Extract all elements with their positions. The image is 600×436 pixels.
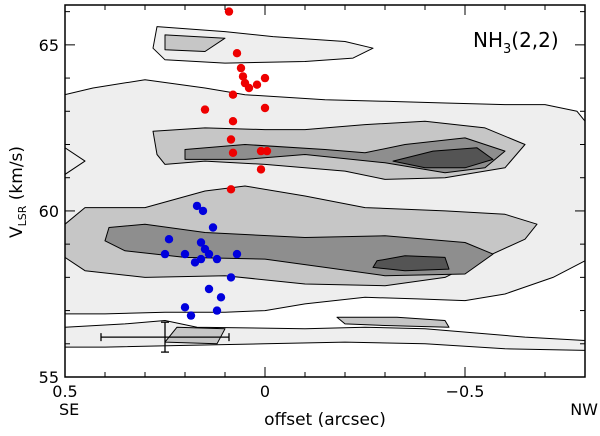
y-tick-label-3: 65 [39, 36, 59, 55]
y-axis-label: VLSR (km/s) [7, 146, 29, 238]
red-point-2 [232, 49, 242, 58]
red-point-11 [200, 105, 210, 114]
annotation-tail: (2,2) [511, 28, 558, 52]
blue-point-11 [212, 254, 222, 264]
blue-point-7 [180, 249, 190, 259]
blue-point-5 [196, 238, 206, 247]
y-tick-label-2: 60 [39, 202, 59, 221]
red-point-9 [228, 90, 238, 99]
blue-point-17 [180, 303, 190, 312]
red-point-3 [236, 63, 246, 73]
red-point-6 [260, 73, 270, 83]
blue-point-14 [226, 273, 236, 282]
y-tick-label-1: 55 [39, 368, 59, 387]
chart-annotation: NH3(2,2) [473, 28, 559, 57]
blue-point-1 [192, 201, 202, 211]
blue-point-18 [212, 306, 222, 315]
contour-level-4-region-1 [372, 255, 450, 272]
y-axis-label-main: V [7, 226, 27, 238]
red-point-15 [262, 146, 272, 156]
red-point-8 [252, 80, 262, 89]
blue-point-4 [164, 235, 174, 244]
red-point-18 [226, 185, 236, 194]
y-axis-label-subscript: LSR [16, 205, 29, 226]
red-point-1 [224, 7, 234, 16]
blue-point-3 [208, 223, 218, 232]
annotation-main: NH [473, 28, 503, 52]
x-direction-right: NW [570, 400, 598, 419]
blue-point-2 [198, 206, 208, 216]
x-axis-label: offset (arcsec) [264, 410, 386, 430]
axis-ticks: 0.5 0 −0.5 55 60 65 [39, 5, 586, 401]
blue-point-16 [216, 293, 226, 302]
contour-level-1-region-3 [65, 147, 86, 175]
blue-point-10 [204, 249, 214, 259]
contour-level-2-region-4 [336, 316, 450, 328]
contour-level-2-region-1 [164, 34, 226, 52]
blue-point-15 [204, 284, 214, 294]
x-tick-label-3: −0.5 [446, 382, 485, 401]
red-point-4 [238, 72, 248, 81]
red-point-13 [226, 135, 236, 144]
y-axis-label-tail: (km/s) [7, 146, 27, 206]
blue-point-9 [232, 249, 242, 259]
contour-level-4-region-2 [392, 147, 494, 169]
x-tick-label-1: 0.5 [52, 382, 77, 401]
contour-level-1-region-4 [152, 26, 374, 64]
contour-map [65, 26, 585, 351]
x-direction-left: SE [59, 400, 79, 419]
red-point-16 [228, 148, 238, 157]
red-point-17 [256, 165, 266, 174]
error-bar [100, 321, 230, 353]
red-point-12 [228, 117, 238, 126]
x-tick-label-2: 0 [260, 382, 270, 401]
blue-point-13 [196, 254, 206, 264]
blue-point-6 [160, 249, 170, 259]
red-point-10 [260, 103, 270, 113]
red-point-7 [244, 83, 254, 93]
plot-frame [64, 4, 586, 378]
blue-point-19 [186, 311, 196, 320]
annotation-subscript: 3 [503, 42, 511, 57]
red-point-14 [256, 146, 266, 156]
scatter-points [160, 7, 272, 320]
